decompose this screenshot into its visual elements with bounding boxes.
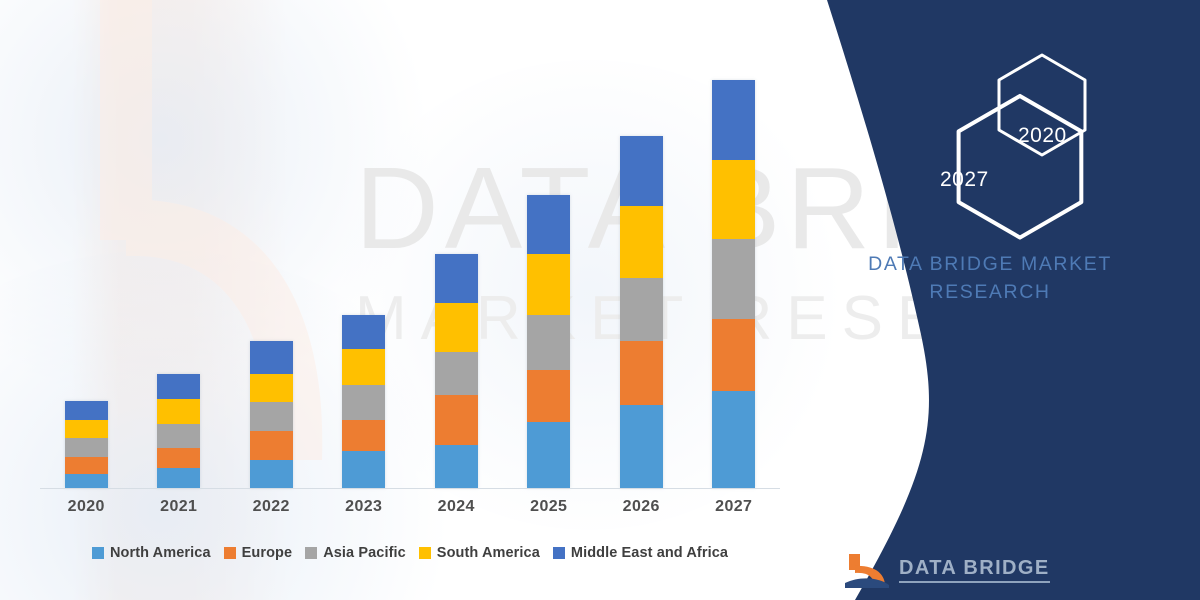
chart-baseline-axis: [40, 488, 780, 489]
brand-line1: DATA BRIDGE MARKET: [868, 253, 1112, 275]
bar-segment: [157, 373, 201, 399]
bar-column: [505, 60, 593, 488]
legend-label: Middle East and Africa: [570, 545, 729, 561]
bar-stack: [249, 341, 293, 488]
bar-segment: [157, 398, 201, 425]
bar-segment: [249, 373, 293, 403]
bar-segment: [619, 205, 663, 278]
bar-stack: [434, 254, 478, 488]
bar-stack: [527, 195, 571, 488]
bar-segment: [249, 402, 293, 432]
bar-segment: [619, 404, 663, 488]
bar-column: [135, 60, 223, 488]
chart-bars-area: [40, 60, 780, 488]
bar-segment: [342, 385, 386, 420]
bar-stack: [619, 136, 663, 488]
x-axis-tick-label: 2021: [160, 498, 198, 515]
bar-column: [42, 60, 130, 488]
brand-name: DATA BRIDGE MARKET RESEARCH: [780, 250, 1200, 307]
databridge-logo: DATA BRIDGE: [845, 552, 1050, 588]
legend-item[interactable]: Asia Pacific: [305, 545, 406, 561]
bar-segment: [64, 419, 108, 439]
bar-segment: [527, 195, 571, 255]
bar-segment: [342, 349, 386, 386]
legend-label: North America: [109, 545, 211, 561]
x-axis-tick-label: 2025: [530, 498, 568, 515]
hexagon-2020-label: 2020: [1018, 124, 1067, 147]
bar-segment: [249, 460, 293, 488]
legend-item[interactable]: Middle East and Africa: [552, 545, 729, 561]
stacked-bar-chart: 2020 2021 2022 2023 2024 2025 2026 2027 North A…: [40, 60, 780, 566]
bar-stack: [157, 373, 201, 488]
bar-segment: [64, 456, 108, 475]
bar-segment: [712, 79, 756, 160]
bar-segment: [434, 302, 478, 352]
bar-stack: [64, 401, 108, 488]
hexagon-2027-label: 2027: [940, 168, 989, 191]
bar-segment: [527, 370, 571, 423]
bar-segment: [64, 474, 108, 488]
bar-column: [227, 60, 315, 488]
bar-segment: [619, 341, 663, 405]
bar-segment: [712, 390, 756, 488]
x-axis-tick-label: 2022: [252, 498, 290, 515]
legend-swatch-icon: [91, 547, 104, 559]
x-axis-tick-label: 2023: [345, 498, 383, 515]
bar-column: [320, 60, 408, 488]
hexagon-2027-outline: [956, 93, 1084, 240]
bar-column: [690, 60, 778, 488]
x-axis-tick-label: 2027: [715, 498, 753, 515]
bar-segment: [157, 468, 201, 488]
legend-item[interactable]: North America: [91, 545, 211, 561]
databridge-logo-text: DATA BRIDGE: [899, 557, 1050, 583]
legend-label: Europe: [241, 545, 293, 561]
legend-swatch-icon: [418, 547, 431, 559]
x-axis-tick-label: 2026: [622, 498, 660, 515]
legend-label: Asia Pacific: [323, 545, 406, 561]
bar-segment: [712, 319, 756, 391]
bar-segment: [712, 239, 756, 320]
bar-segment: [434, 445, 478, 488]
bar-segment: [619, 277, 663, 342]
bar-segment: [64, 401, 108, 420]
legend-item[interactable]: Europe: [223, 545, 293, 561]
bar-segment: [342, 419, 386, 451]
bar-segment: [249, 431, 293, 461]
bar-segment: [434, 351, 478, 396]
brand-line2: RESEARCH: [929, 281, 1051, 304]
bar-segment: [712, 159, 756, 240]
bar-segment: [157, 424, 201, 448]
bar-segment: [64, 438, 108, 457]
bar-segment: [342, 314, 386, 350]
chart-x-axis-labels: 2020 2021 2022 2023 2024 2025 2026 2027: [40, 498, 780, 528]
bar-segment: [249, 341, 293, 374]
bar-segment: [527, 314, 571, 371]
bar-segment: [527, 422, 571, 488]
chart-legend: North America Europe Asia Pacific South Ame…: [40, 540, 780, 566]
bar-stack: [712, 79, 756, 488]
x-axis-tick-label: 2020: [67, 498, 105, 515]
bar-segment: [619, 136, 663, 206]
bar-segment: [157, 447, 201, 469]
legend-label: South America: [436, 545, 540, 561]
bar-segment: [434, 395, 478, 446]
x-axis-tick-label: 2024: [437, 498, 475, 515]
hexagon-2020-outline: [997, 53, 1087, 157]
bar-segment: [342, 450, 386, 488]
bar-segment: [527, 254, 571, 315]
legend-swatch-icon: [552, 547, 565, 559]
legend-swatch-icon: [305, 547, 318, 559]
bar-stack: [342, 314, 386, 488]
bar-column: [597, 60, 685, 488]
bar-segment: [434, 254, 478, 303]
legend-swatch-icon: [223, 547, 236, 559]
databridge-b-icon: [845, 554, 889, 588]
legend-item[interactable]: South America: [418, 545, 540, 561]
bar-column: [412, 60, 500, 488]
